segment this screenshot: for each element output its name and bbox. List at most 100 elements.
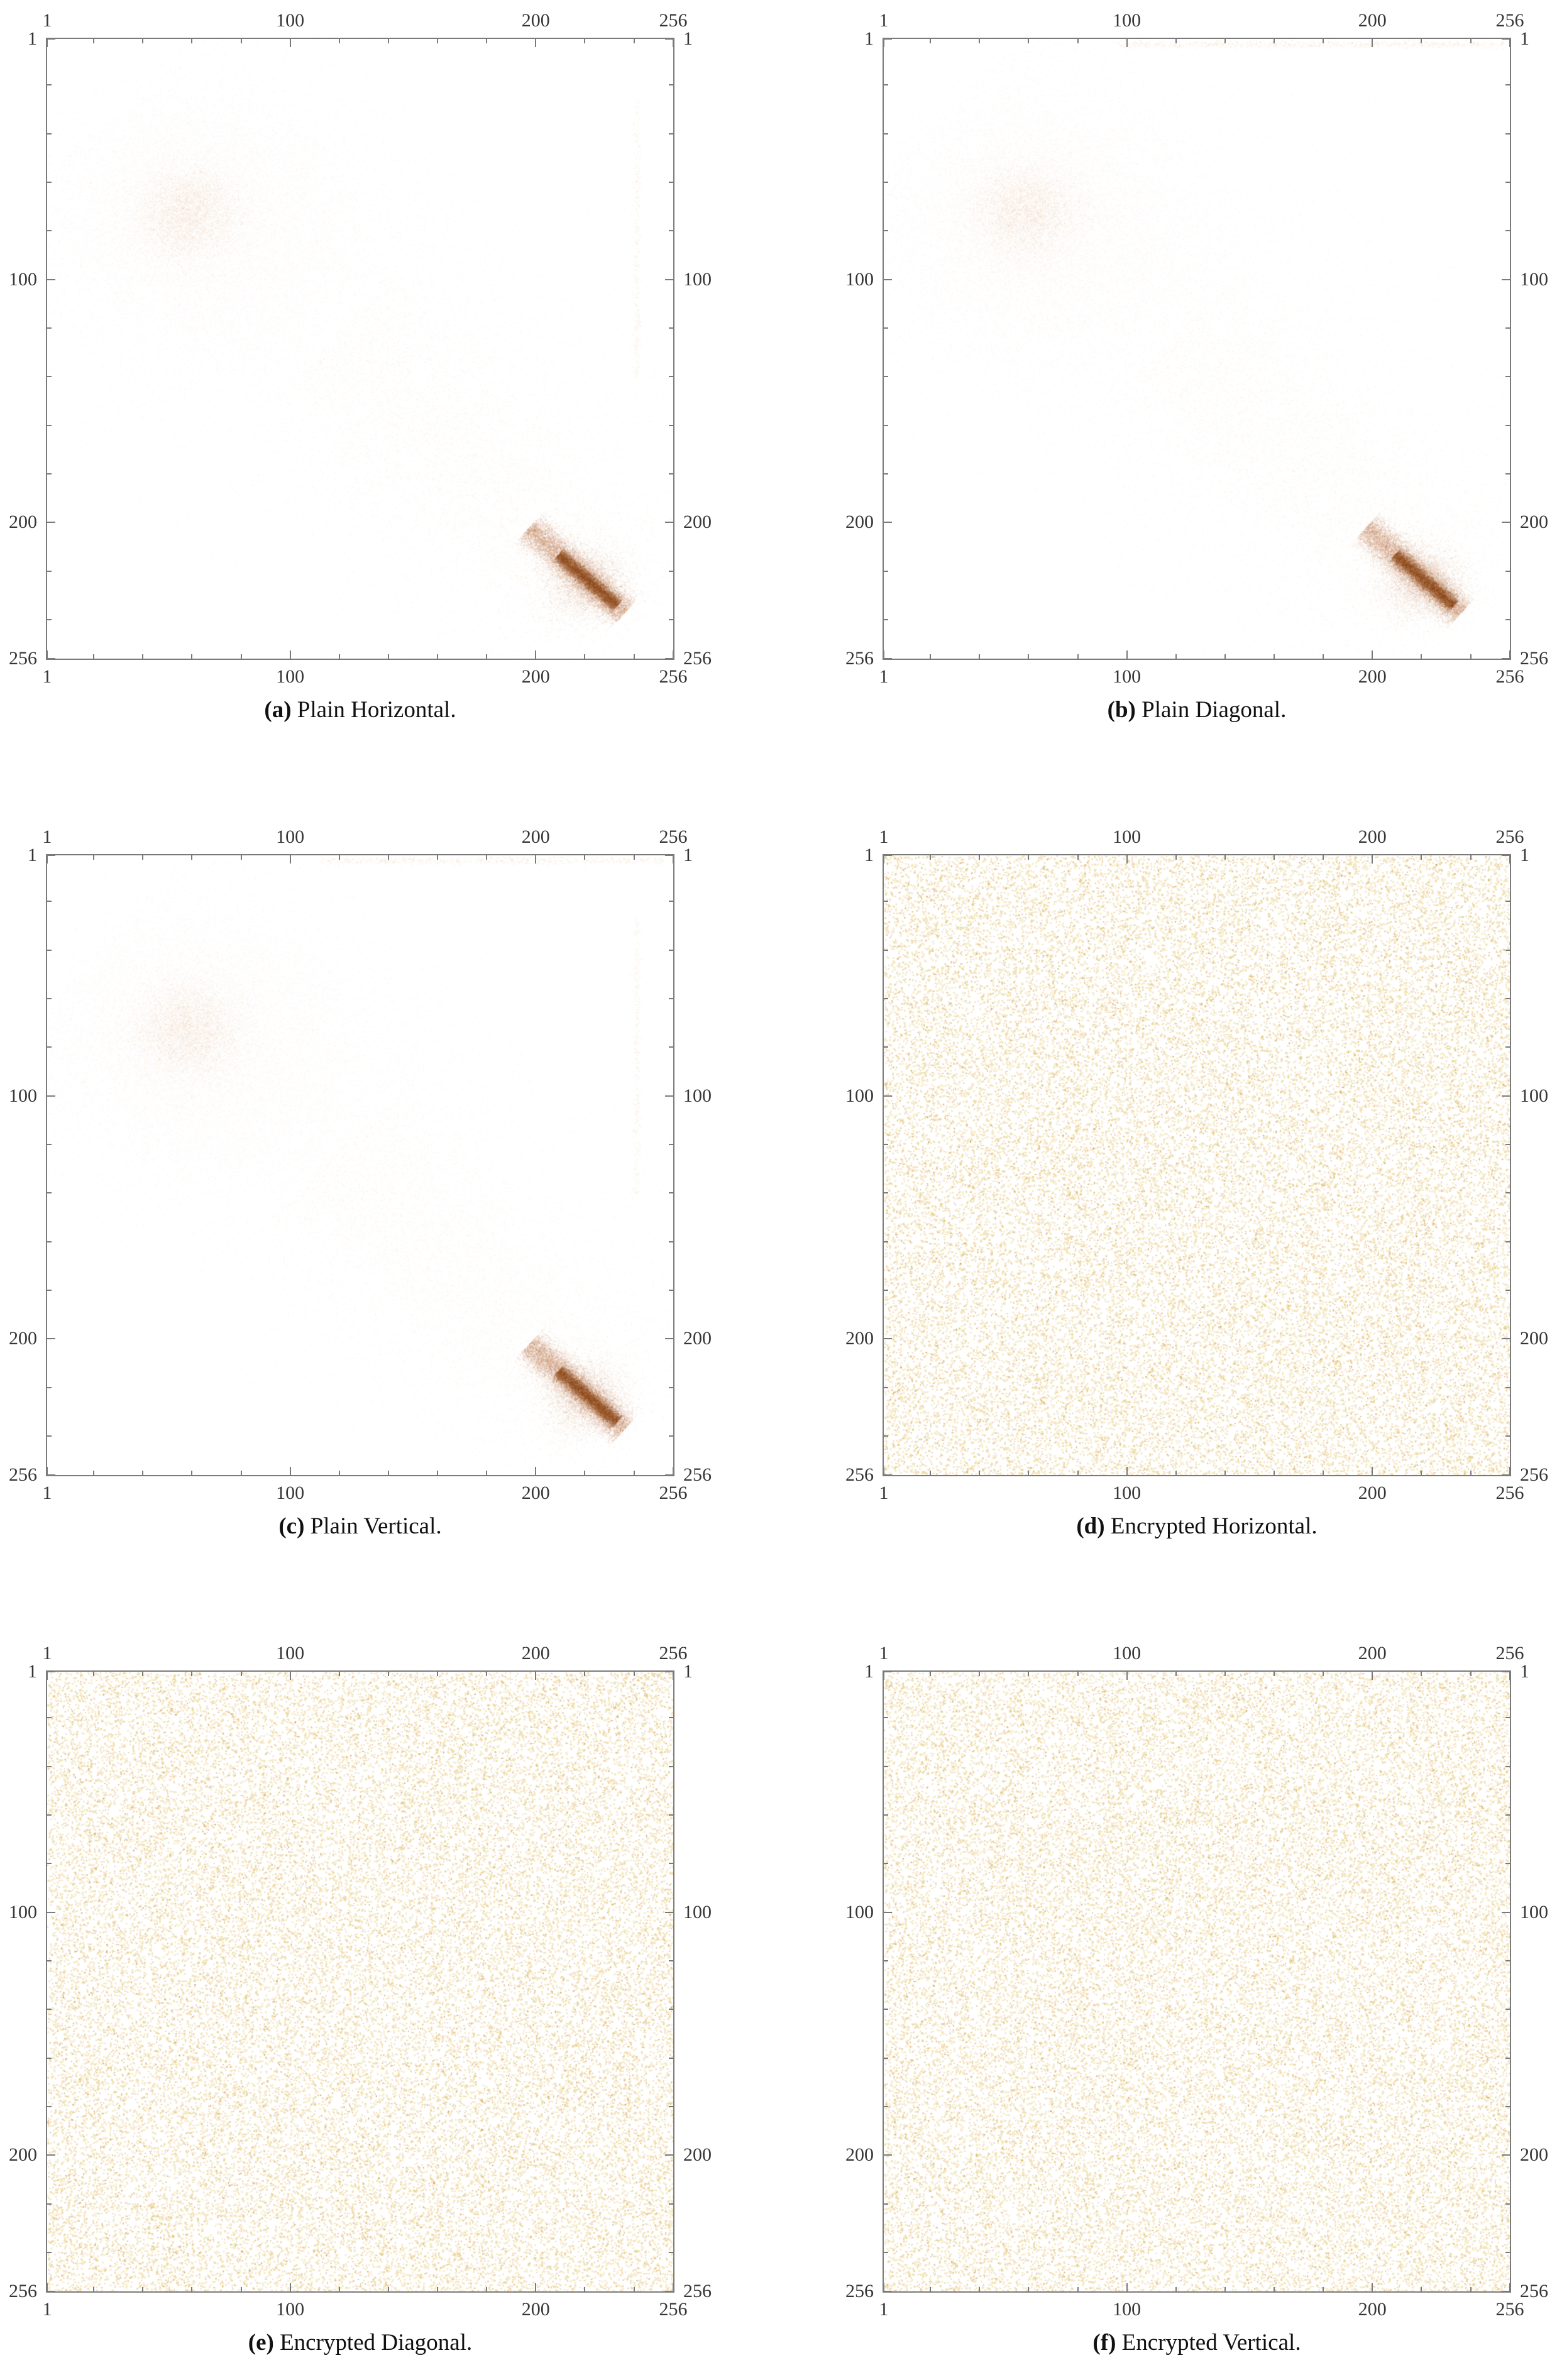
tick-mark xyxy=(669,2009,673,2010)
tick-mark xyxy=(1505,1046,1510,1048)
tick-mark xyxy=(535,1467,537,1475)
tick-mark xyxy=(338,39,340,43)
tick-mark xyxy=(884,658,892,659)
tick-label: 256 xyxy=(683,1464,712,1485)
tick-mark xyxy=(47,1717,52,1719)
tick-mark xyxy=(93,2287,95,2291)
tick-label: 1 xyxy=(1520,1661,1529,1682)
tick-mark xyxy=(1077,39,1079,43)
plot-frame: 1 1 1 1 100 100 100 100 200 200 200 200 256 256 256 256 xyxy=(845,11,1548,686)
tick-mark xyxy=(883,855,884,864)
tick-label: 100 xyxy=(276,10,305,31)
tick-mark xyxy=(1505,2009,1510,2010)
tick-mark xyxy=(1505,570,1510,572)
tick-mark xyxy=(47,473,52,475)
tick-mark xyxy=(142,1471,144,1475)
tick-mark xyxy=(47,570,52,572)
tick-mark xyxy=(535,650,537,659)
tick-label: 100 xyxy=(845,1085,874,1106)
tick-label: 200 xyxy=(1358,10,1387,31)
tick-mark xyxy=(930,1672,932,1676)
tick-mark xyxy=(338,1672,340,1676)
tick-label: 200 xyxy=(1520,2144,1548,2166)
tick-mark xyxy=(47,133,52,134)
tick-label: 1 xyxy=(879,666,889,687)
tick-mark xyxy=(884,1290,888,1291)
tick-label: 256 xyxy=(1495,1483,1524,1503)
tick-mark xyxy=(1224,855,1226,860)
subplot-caption: (f) Encrypted Vertical. xyxy=(1092,2329,1301,2357)
tick-mark xyxy=(47,39,48,47)
tick-mark xyxy=(47,2057,52,2059)
tick-mark xyxy=(669,619,673,621)
tick-mark xyxy=(1505,1814,1510,1816)
tick-mark xyxy=(47,1144,52,1146)
tick-mark xyxy=(289,39,291,47)
tick-mark xyxy=(1505,84,1510,86)
tick-label: 1 xyxy=(683,845,693,865)
tick-mark xyxy=(665,1095,673,1097)
tick-mark xyxy=(884,2106,888,2108)
caption-label: (a) xyxy=(264,697,292,723)
tick-mark xyxy=(884,1435,888,1437)
tick-mark xyxy=(47,182,52,184)
tick-mark xyxy=(47,855,55,856)
tick-mark xyxy=(486,2287,488,2291)
tick-mark xyxy=(240,1672,242,1676)
tick-mark xyxy=(930,1471,932,1475)
tick-mark xyxy=(884,2154,892,2156)
tick-mark xyxy=(884,619,888,621)
tick-mark xyxy=(93,855,95,860)
tick-label: 100 xyxy=(1113,10,1142,31)
caption-label: (e) xyxy=(248,2330,274,2355)
tick-mark xyxy=(47,1474,55,1476)
tick-mark xyxy=(1421,1471,1422,1475)
tick-mark xyxy=(47,998,52,1000)
tick-mark xyxy=(669,182,673,184)
tick-label: 100 xyxy=(683,1901,712,1922)
tick-mark xyxy=(142,855,144,860)
tick-label: 200 xyxy=(683,1328,712,1349)
tick-label: 100 xyxy=(1520,268,1548,290)
tick-mark xyxy=(1505,2057,1510,2059)
tick-mark xyxy=(1372,1672,1373,1680)
tick-mark xyxy=(665,1911,673,1913)
tick-mark xyxy=(1323,654,1324,659)
tick-mark xyxy=(884,1144,888,1146)
caption-text: Plain Horizontal. xyxy=(291,697,456,723)
tick-mark xyxy=(1502,1338,1510,1340)
tick-mark xyxy=(883,1672,884,1680)
tick-mark xyxy=(884,2057,888,2059)
tick-mark xyxy=(142,2287,144,2291)
tick-mark xyxy=(1509,2283,1510,2291)
tick-mark xyxy=(669,2106,673,2108)
tick-mark xyxy=(669,1144,673,1146)
tick-label: 100 xyxy=(276,2299,305,2320)
tick-label: 200 xyxy=(683,2144,712,2166)
tick-mark xyxy=(1505,1386,1510,1388)
tick-label: 256 xyxy=(1495,2299,1524,2320)
scatter-canvas-b xyxy=(884,39,1510,659)
tick-mark xyxy=(47,2203,52,2205)
tick-mark xyxy=(884,2203,888,2205)
tick-label: 256 xyxy=(1495,666,1524,687)
tick-mark xyxy=(1502,1911,1510,1913)
tick-mark xyxy=(47,1863,52,1865)
tick-mark xyxy=(884,1338,892,1340)
tick-label: 256 xyxy=(1495,1643,1524,1664)
tick-label: 1 xyxy=(42,10,52,31)
tick-mark xyxy=(486,1471,488,1475)
tick-mark xyxy=(884,855,892,856)
tick-mark xyxy=(437,654,439,659)
tick-mark xyxy=(883,650,884,659)
tick-mark xyxy=(1175,654,1177,659)
tick-mark xyxy=(191,1672,193,1676)
tick-label: 1 xyxy=(683,28,693,49)
tick-mark xyxy=(47,1672,48,1680)
tick-mark xyxy=(240,2287,242,2291)
tick-mark xyxy=(1028,2287,1030,2291)
tick-mark xyxy=(437,855,439,860)
tick-label: 1 xyxy=(42,2299,52,2320)
tick-mark xyxy=(1224,2287,1226,2291)
tick-label: 100 xyxy=(683,1085,712,1106)
